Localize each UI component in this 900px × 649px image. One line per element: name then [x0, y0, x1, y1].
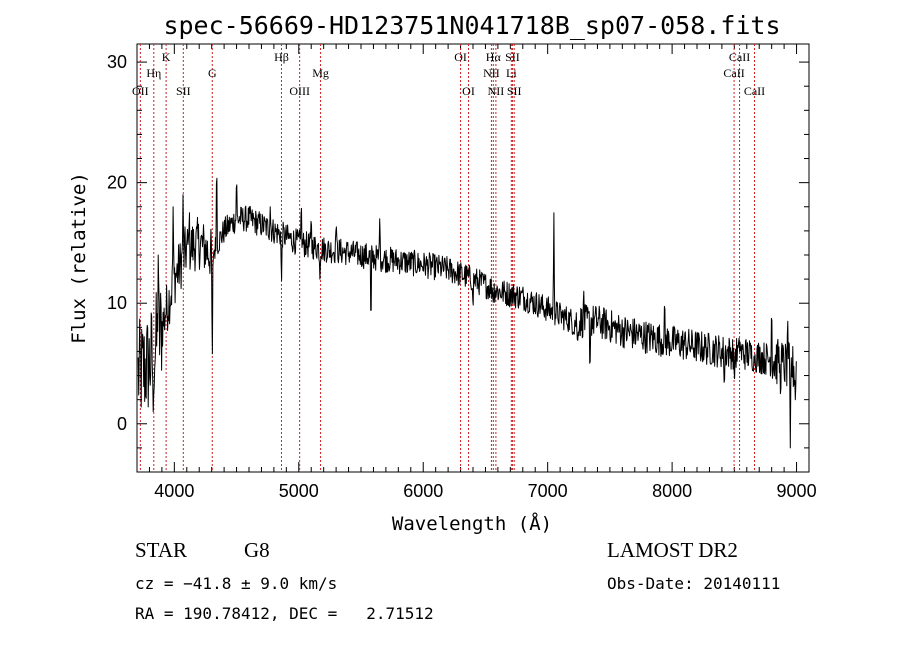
obs-date-text: Obs-Date: 20140111 [607, 574, 781, 593]
line-marker-label: OI [462, 84, 475, 98]
y-axis-label: Flux (relative) [68, 172, 90, 344]
line-marker-label: G [208, 66, 217, 80]
x-tick-labels: 4000 5000 6000 7000 8000 9000 [154, 481, 816, 501]
x-tick-label: 8000 [652, 481, 692, 501]
line-marker-label: CaII [729, 50, 750, 64]
line-marker-label: Hβ [274, 50, 289, 64]
line-marker-label: Li [506, 66, 517, 80]
chart-title: spec-56669-HD123751N041718B_sp07-058.fit… [163, 11, 780, 40]
x-tick-label: 5000 [279, 481, 319, 501]
line-marker-label: SII [507, 84, 522, 98]
y-tick-label: 20 [107, 173, 127, 193]
object-class: STAR [135, 538, 187, 562]
line-marker-label: OIII [289, 84, 310, 98]
plot-frame [136, 43, 810, 473]
object-subclass: G8 [244, 538, 270, 562]
x-axis-label: Wavelength (Å) [392, 512, 552, 535]
x-tick-label: 7000 [528, 481, 568, 501]
x-tick-label: 4000 [154, 481, 194, 501]
x-tick-label: 9000 [777, 481, 817, 501]
line-marker-label: Hα [486, 50, 502, 64]
line-marker-label: OII [132, 84, 149, 98]
line-marker-label: CaII [744, 84, 765, 98]
spectral-line-labels: OIIHηKSIIGHβOIIIMgOIOIHαNIINIISIILiSIICa… [132, 50, 765, 98]
x-tick-label: 6000 [403, 481, 443, 501]
line-marker-label: CaII [723, 66, 744, 80]
y-tick-labels: 0 10 20 30 [107, 52, 127, 434]
survey-name: LAMOST DR2 [607, 538, 738, 562]
line-marker-label: SII [176, 84, 191, 98]
y-tick-label: 10 [107, 293, 127, 313]
line-marker-label: K [162, 50, 171, 64]
line-marker-label: Hη [146, 66, 161, 80]
spectrum-line [137, 177, 797, 449]
line-marker-label: SII [505, 50, 520, 64]
line-marker-label: OI [454, 50, 467, 64]
axis-ticks [137, 44, 809, 472]
redshift-text: cz = −41.8 ± 9.0 km/s [135, 574, 338, 593]
coords-text: RA = 190.78412, DEC = 2.71512 [135, 604, 434, 623]
y-tick-label: 0 [117, 414, 127, 434]
line-marker-label: Mg [312, 66, 329, 80]
y-tick-label: 30 [107, 52, 127, 72]
line-marker-label: NII [488, 84, 505, 98]
line-marker-label: NII [483, 66, 500, 80]
